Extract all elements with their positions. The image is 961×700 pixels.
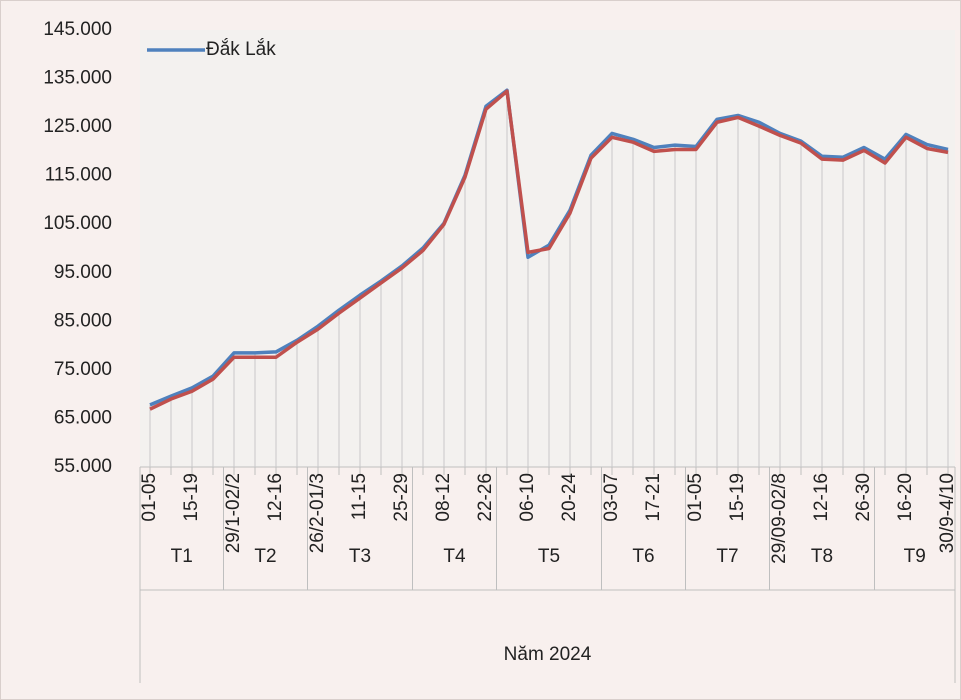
x-tick-label: 11-15 <box>349 473 370 520</box>
y-tick-label: 125.000 <box>43 116 112 137</box>
group-label: T4 <box>443 546 466 567</box>
y-tick-label: 145.000 <box>43 19 112 40</box>
y-tick-label: 75.000 <box>54 359 112 380</box>
y-tick-label: 95.000 <box>54 262 112 283</box>
x-tick-label: 12-16 <box>265 473 286 522</box>
legend-label: Đắk Lắk <box>206 38 276 60</box>
group-label: T8 <box>811 546 833 567</box>
group-label: T6 <box>632 546 654 567</box>
y-tick-label: 105.000 <box>43 213 112 234</box>
group-label: T2 <box>254 546 276 567</box>
group-label: T9 <box>904 546 926 567</box>
group-label: T1 <box>171 546 193 567</box>
y-tick-label: 135.000 <box>43 68 112 89</box>
x-tick-label: 08-12 <box>433 473 454 522</box>
x-tick-label: 12-16 <box>811 473 832 522</box>
x-tick-label: 26/2-01/3 <box>307 473 328 553</box>
x-tick-label: 29/1-02/2 <box>223 473 244 553</box>
x-tick-label: 01-05 <box>139 473 160 522</box>
y-tick-label: 65.000 <box>54 407 112 428</box>
x-tick-label: 01-05 <box>685 473 706 522</box>
super-label: Năm 2024 <box>504 644 592 665</box>
chart: 55.000 65.000 75.000 85.000 95.000 105.000 115… <box>0 0 961 700</box>
x-tick-label: 25-29 <box>391 473 412 522</box>
page: 55.000 65.000 75.000 85.000 95.000 105.000 115… <box>0 0 961 700</box>
y-tick-label: 115.000 <box>45 165 112 186</box>
x-tick-label: 22-26 <box>475 473 496 522</box>
x-tick-label: 20-24 <box>559 473 580 522</box>
x-tick-label: 15-19 <box>181 473 202 522</box>
x-tick-label: 06-10 <box>517 473 538 522</box>
x-tick-label: 03-07 <box>601 473 622 522</box>
x-tick-label: 29/09-02/8 <box>769 473 790 564</box>
y-tick-label: 85.000 <box>54 310 112 331</box>
x-tick-label: 26-30 <box>853 473 874 522</box>
group-label: T7 <box>716 546 738 567</box>
y-tick-label: 55.000 <box>54 456 112 477</box>
x-tick-label: 15-19 <box>727 473 748 522</box>
x-tick-label: 16-20 <box>895 473 916 522</box>
group-label: T5 <box>538 546 560 567</box>
x-tick-label: 17-21 <box>643 473 664 522</box>
group-label: T3 <box>349 546 371 567</box>
